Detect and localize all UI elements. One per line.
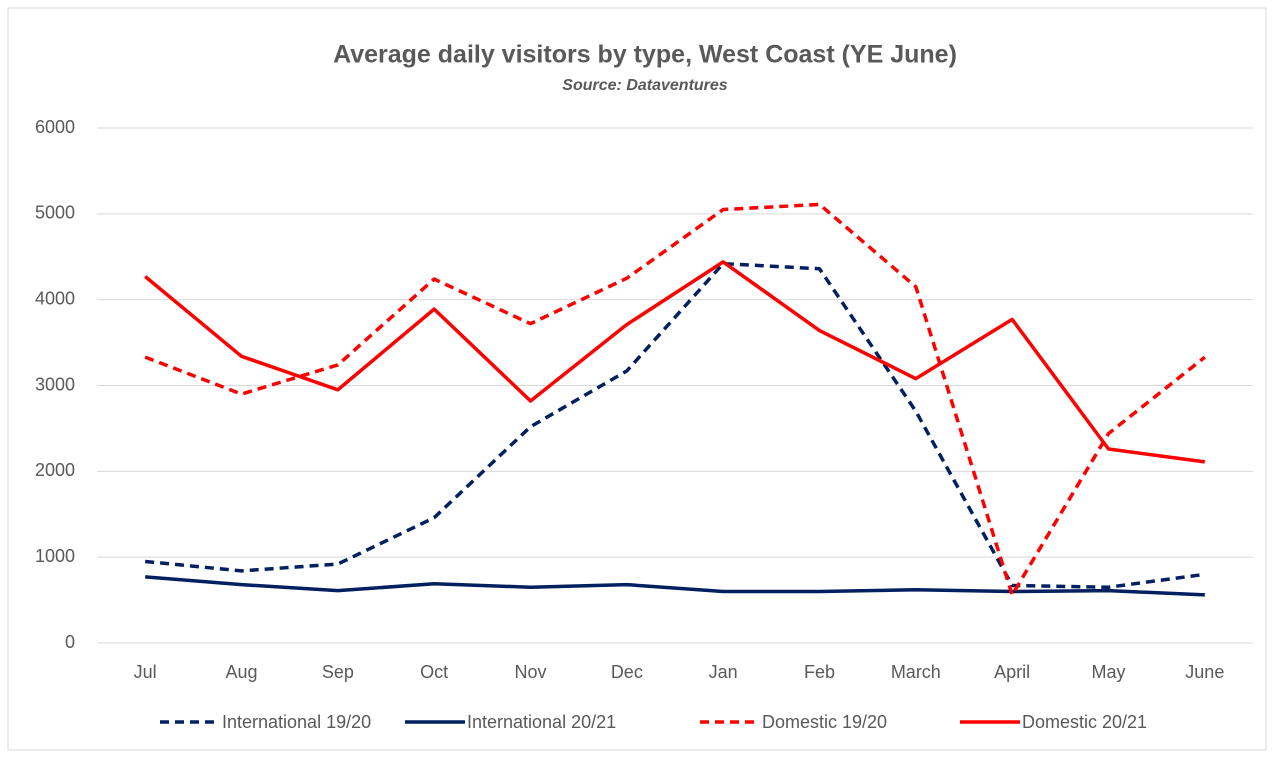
chart-frame (7, 7, 1267, 751)
x-tick-label: Aug (225, 662, 257, 682)
x-tick-label: Sep (322, 662, 354, 682)
legend-label: International 19/20 (222, 712, 371, 732)
x-tick-label: Nov (514, 662, 546, 682)
series-line (144, 261, 1206, 589)
x-tick-label: Feb (804, 662, 835, 682)
x-tick-label: March (891, 662, 941, 682)
series-line (145, 575, 1205, 597)
y-tick-label: 3000 (35, 374, 75, 394)
chart-title: Average daily visitors by type, West Coa… (333, 41, 957, 69)
chart-subtitle: Source: Dataventures (562, 77, 727, 94)
x-tick-label: Jul (134, 662, 157, 682)
x-tick-label: Oct (420, 662, 448, 682)
legend-label: Domestic 19/20 (762, 712, 887, 732)
x-tick-label: April (994, 662, 1030, 682)
x-tick-label: June (1185, 662, 1224, 682)
y-tick-label: 6000 (35, 117, 75, 137)
x-tick-label: Dec (611, 662, 643, 682)
legend-label: Domestic 20/21 (1022, 712, 1147, 732)
legend-label: International 20/21 (467, 712, 616, 732)
y-tick-label: 2000 (35, 460, 75, 480)
y-tick-label: 5000 (35, 203, 75, 223)
series-line (144, 260, 1206, 464)
y-tick-label: 0 (65, 632, 75, 652)
x-tick-label: May (1091, 662, 1125, 682)
y-tick-label: 4000 (35, 288, 75, 308)
y-tick-label: 1000 (35, 546, 75, 566)
x-tick-label: Jan (709, 662, 738, 682)
series-line (144, 202, 1206, 597)
